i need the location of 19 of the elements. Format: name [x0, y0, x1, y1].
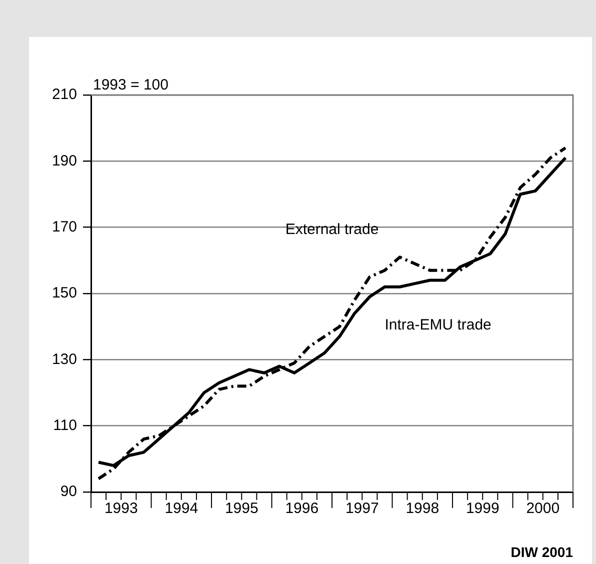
y-axis-title: 1993 = 100	[93, 76, 168, 94]
x-tick-label: 1996	[285, 500, 319, 518]
x-tick-label: 1993	[104, 500, 138, 518]
x-tick-label: 2000	[526, 500, 560, 518]
x-tick-label: 1998	[406, 500, 440, 518]
series-label: External trade	[285, 221, 379, 238]
x-tick-label: 1999	[466, 500, 500, 518]
series-label: Intra-EMU trade	[384, 316, 492, 334]
y-tick-label: 170	[52, 218, 77, 236]
x-tick-label: 1997	[345, 500, 379, 518]
text: DIW 2001	[510, 544, 574, 560]
y-tick-label: 110	[53, 416, 77, 434]
y-tick-label: 190	[52, 152, 77, 170]
x-tick-label: 1994	[164, 500, 198, 518]
y-tick-label: 130	[52, 350, 77, 368]
y-tick-label: 150	[52, 284, 77, 302]
x-tick-label: 1995	[224, 500, 258, 518]
y-tick-label: 210	[52, 86, 77, 104]
y-tick-label: 90	[60, 483, 77, 500]
